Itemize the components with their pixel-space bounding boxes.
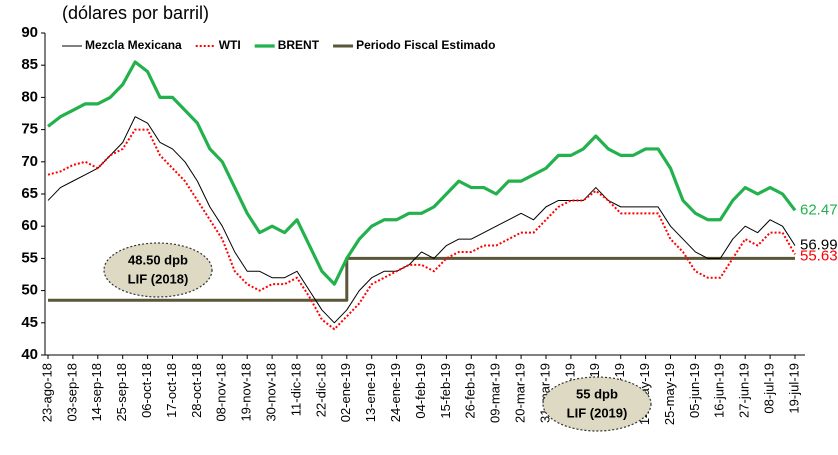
series-line <box>47 116 796 324</box>
x-tick-label: 06-oct-18 <box>139 363 154 418</box>
annotation-text: LIF (2019) <box>567 405 628 420</box>
legend-label: Periodo Fiscal Estimado <box>356 38 495 52</box>
end-value-label: 56.99 <box>800 237 838 254</box>
y-tick-label: 55 <box>21 249 38 266</box>
chart-title: (dólares por barril) <box>62 3 209 23</box>
legend-label: BRENT <box>278 38 320 52</box>
legend-label: Mezcla Mexicana <box>85 38 182 52</box>
y-tick-label: 65 <box>21 185 38 202</box>
x-tick-label: 08-nov-18 <box>214 363 229 422</box>
x-tick-label: 16-jun-19 <box>712 363 727 418</box>
x-tick-label: 19-nov-18 <box>239 363 254 422</box>
y-tick-label: 60 <box>21 217 38 234</box>
x-tick-label: 30-nov-18 <box>264 363 279 422</box>
x-tick-label: 11-dic-18 <box>288 363 303 416</box>
x-tick-label: 23-ago-18 <box>39 363 54 422</box>
x-tick-label: 09-mar-19 <box>488 363 503 423</box>
x-tick-label: 28-oct-18 <box>189 363 204 418</box>
x-tick-label: 03-sep-18 <box>64 363 79 422</box>
x-tick-label: 24-ene-19 <box>388 363 403 422</box>
series-line <box>47 60 797 286</box>
annotation-text: LIF (2018) <box>128 271 189 286</box>
annotation-text: 55 dpb <box>576 386 618 401</box>
end-value-label: 55.63 <box>800 247 838 264</box>
x-tick-label: 19-jul-19 <box>786 363 801 414</box>
x-tick-label: 27-jun-19 <box>737 363 752 418</box>
y-tick-label: 45 <box>21 314 38 331</box>
x-tick-label: 25-may-19 <box>662 363 677 425</box>
legend-label: WTI <box>219 38 241 52</box>
y-tick-label: 80 <box>21 88 38 105</box>
y-tick-label: 75 <box>21 121 38 138</box>
x-tick-label: 17-oct-18 <box>164 363 179 418</box>
x-tick-label: 20-mar-19 <box>513 363 528 423</box>
annotation-bubble <box>103 242 213 298</box>
y-tick-label: 70 <box>21 153 38 170</box>
x-tick-label: 04-feb-19 <box>413 363 428 419</box>
annotation-bubble <box>542 376 652 432</box>
y-tick-label: 50 <box>21 282 38 299</box>
x-tick-label: 26-feb-19 <box>463 363 478 419</box>
x-tick-label: 15-feb-19 <box>438 363 453 419</box>
y-tick-label: 90 <box>21 24 38 41</box>
x-tick-label: 08-jul-19 <box>762 363 777 414</box>
y-tick-label: 85 <box>21 56 38 73</box>
x-tick-label: 13-ene-19 <box>363 363 378 422</box>
x-tick-label: 05-jun-19 <box>687 363 702 418</box>
y-tick-label: 40 <box>21 346 38 363</box>
x-tick-label: 14-sep-18 <box>89 363 104 422</box>
end-value-label: 62.47 <box>800 201 838 218</box>
x-tick-label: 25-sep-18 <box>114 363 129 422</box>
annotation-text: 48.50 dpb <box>128 252 188 267</box>
x-tick-label: 02-ene-19 <box>338 363 353 422</box>
x-tick-label: 22-dic-18 <box>313 363 328 417</box>
